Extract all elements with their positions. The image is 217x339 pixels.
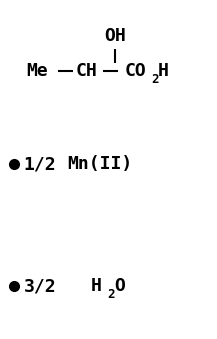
Text: H: H <box>91 277 102 296</box>
Text: OH: OH <box>104 26 126 45</box>
Text: 2: 2 <box>151 73 158 86</box>
Text: CO: CO <box>125 62 146 80</box>
Text: 2: 2 <box>107 288 115 301</box>
Text: Mn(II): Mn(II) <box>67 155 132 174</box>
Text: O: O <box>114 277 125 296</box>
Text: H: H <box>157 62 168 80</box>
Text: 3/2: 3/2 <box>24 277 56 296</box>
Text: CH: CH <box>76 62 98 80</box>
Text: Me: Me <box>26 62 48 80</box>
Text: 1/2: 1/2 <box>24 155 56 174</box>
